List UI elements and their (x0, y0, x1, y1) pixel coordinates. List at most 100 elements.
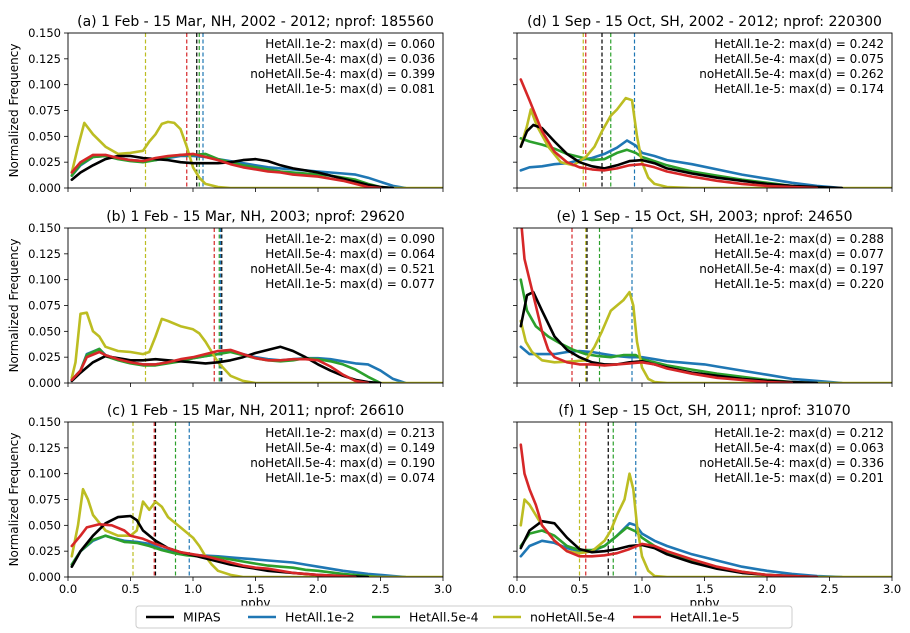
y-axis-label: Normalized Frequency (7, 433, 21, 567)
series-line-hetall-1e-5 (70, 152, 382, 188)
x-tick-label: 2.5 (820, 582, 838, 596)
legend-label: HetAll.1e-5 (670, 610, 740, 625)
annotation-text: HetAll.5e-4: max(d) = 0.077 (714, 247, 884, 261)
annotation-text: HetAll.5e-4: max(d) = 0.064 (265, 247, 435, 261)
legend-label: noHetAll.5e-4 (530, 610, 615, 625)
annotation-text: HetAll.1e-5: max(d) = 0.081 (265, 82, 435, 96)
x-tick-label: 1.0 (633, 582, 651, 596)
axes-frame (516, 32, 893, 189)
axes-frame (67, 421, 444, 578)
y-tick-label: 0.125 (28, 52, 61, 66)
annotation-text: HetAll.1e-2: max(d) = 0.090 (265, 232, 435, 246)
plot-area (519, 33, 892, 188)
y-tick-label: 0.050 (28, 129, 61, 143)
annotation-text: HetAll.1e-2: max(d) = 0.288 (714, 232, 884, 246)
x-tick-label: 2.5 (371, 582, 389, 596)
annotation-text: HetAll.1e-5: max(d) = 0.074 (265, 471, 435, 485)
annotation-text: HetAll.1e-5: max(d) = 0.201 (714, 471, 884, 485)
x-tick-label: 2.0 (309, 582, 327, 596)
annotation-text: noHetAll.5e-4: max(d) = 0.336 (699, 456, 884, 470)
annotation-text: HetAll.5e-4: max(d) = 0.036 (265, 52, 435, 66)
annotation-text: HetAll.5e-4: max(d) = 0.149 (265, 441, 435, 455)
series-line-hetall-1e-2 (519, 139, 844, 188)
legend-label: HetAll.5e-4 (409, 610, 479, 625)
y-tick-label: 0.100 (28, 467, 61, 481)
legend: MIPAS HetAll.1e-2 HetAll.5e-4 noHetAll.5e-4… (135, 605, 793, 629)
y-tick-label: 0.025 (28, 350, 61, 364)
annotation-text: noHetAll.5e-4: max(d) = 0.521 (250, 262, 435, 276)
y-tick-label: 0.150 (28, 221, 61, 235)
annotation-text: noHetAll.5e-4: max(d) = 0.197 (699, 262, 884, 276)
x-tick-label: 2.0 (758, 582, 776, 596)
x-tick-label: 0.5 (121, 582, 139, 596)
series-line-hetall-1e-5 (70, 522, 357, 577)
x-tick-label: 1.0 (184, 582, 202, 596)
legend-label: MIPAS (183, 610, 221, 625)
y-tick-label: 0.025 (28, 544, 61, 558)
chart-panel-4: (e) 1 Sep - 15 Oct, SH, 2003; nprof: 246… (513, 209, 893, 387)
legend-item: MIPAS (146, 610, 221, 625)
x-tick-label: 0.5 (570, 582, 588, 596)
annotation-text: HetAll.1e-5: max(d) = 0.077 (265, 277, 435, 291)
series-line-hetall-5e-4 (519, 278, 819, 383)
series-line-hetall-1e-5 (519, 443, 819, 577)
y-tick-label: 0.150 (28, 26, 61, 40)
annotation-text: HetAll.1e-5: max(d) = 0.174 (714, 82, 884, 96)
x-tick-label: 0.0 (508, 582, 526, 596)
annotation-text: noHetAll.5e-4: max(d) = 0.262 (699, 67, 884, 81)
legend-item: HetAll.1e-5 (633, 610, 740, 625)
y-tick-label: 0.125 (28, 247, 61, 261)
series-line-nohetall-5e-4 (70, 120, 443, 188)
series-line-mipas (70, 154, 395, 188)
annotation-text: HetAll.1e-2: max(d) = 0.242 (714, 37, 884, 51)
series-line-hetall-1e-2 (519, 345, 844, 383)
y-tick-label: 0.075 (28, 299, 61, 313)
y-tick-label: 0.075 (28, 493, 61, 507)
y-tick-label: 0.150 (28, 415, 61, 429)
series-line-hetall-1e-5 (519, 78, 819, 188)
x-tick-label: 3.0 (434, 582, 452, 596)
y-axis-label: Normalized Frequency (7, 44, 21, 178)
series-line-hetall-1e-5 (520, 228, 794, 383)
x-tick-label: 0.0 (59, 582, 77, 596)
y-tick-label: 0.100 (28, 78, 61, 92)
annotation-text: HetAll.1e-5: max(d) = 0.220 (714, 277, 884, 291)
y-tick-label: 0.050 (28, 518, 61, 532)
x-tick-label: 1.5 (695, 582, 713, 596)
plot-area (519, 228, 892, 383)
chart-panel-6: (f) 1 Sep - 15 Oct, SH, 2011; nprof: 310… (508, 403, 901, 610)
panels: (a) 1 Feb - 15 Mar, NH, 2002 - 2012; npr… (7, 14, 901, 610)
legend-box (135, 605, 793, 629)
annotation-text: HetAll.1e-2: max(d) = 0.060 (265, 37, 435, 51)
y-tick-label: 0.025 (28, 155, 61, 169)
series-line-hetall-1e-5 (70, 348, 370, 383)
x-tick-label: 1.5 (246, 582, 264, 596)
series-line-nohetall-5e-4 (519, 96, 892, 188)
annotation-text: noHetAll.5e-4: max(d) = 0.190 (250, 456, 435, 470)
plot-area (70, 228, 443, 383)
annotation-text: HetAll.1e-2: max(d) = 0.213 (265, 426, 435, 440)
x-tick-label: 3.0 (883, 582, 901, 596)
series-line-nohetall-5e-4 (70, 487, 443, 577)
annotation-text: HetAll.5e-4: max(d) = 0.075 (714, 52, 884, 66)
y-tick-label: 0.125 (28, 441, 61, 455)
series-line-nohetall-5e-4 (519, 290, 892, 383)
y-tick-label: 0.000 (28, 181, 61, 195)
annotation-text: HetAll.5e-4: max(d) = 0.063 (714, 441, 884, 455)
y-tick-label: 0.050 (28, 324, 61, 338)
legend-item: noHetAll.5e-4 (493, 610, 615, 625)
chart-panel-1: (a) 1 Feb - 15 Mar, NH, 2002 - 2012; npr… (7, 14, 444, 195)
chart-panel-2: (d) 1 Sep - 15 Oct, SH, 2002 - 2012; npr… (513, 14, 893, 192)
plot-area (519, 422, 892, 577)
chart-title: (c) 1 Feb - 15 Mar, NH, 2011; nprof: 266… (107, 403, 404, 419)
series-line-nohetall-5e-4 (70, 311, 443, 383)
chart-title: (a) 1 Feb - 15 Mar, NH, 2002 - 2012; npr… (77, 14, 434, 30)
legend-item: HetAll.5e-4 (372, 610, 479, 625)
y-tick-label: 0.075 (28, 104, 61, 118)
axes-frame (67, 227, 444, 384)
y-tick-label: 0.100 (28, 273, 61, 287)
chart-title: (f) 1 Sep - 15 Oct, SH, 2011; nprof: 310… (558, 403, 850, 419)
series-line-mipas (519, 123, 844, 188)
